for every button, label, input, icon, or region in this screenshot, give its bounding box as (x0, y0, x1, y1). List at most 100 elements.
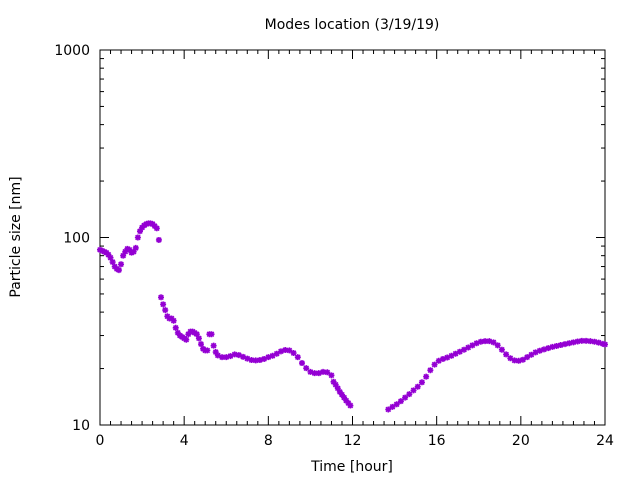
data-point (574, 338, 581, 345)
data-point (545, 345, 552, 352)
x-tick-label: 12 (344, 433, 362, 449)
data-point (338, 391, 345, 398)
data-point (328, 372, 335, 379)
data-point (427, 367, 434, 374)
data-point (347, 402, 354, 409)
data-point (389, 403, 396, 410)
data-point (473, 340, 480, 347)
data-point (294, 354, 301, 361)
data-point (570, 339, 577, 346)
data-point (341, 394, 348, 401)
data-point (174, 329, 181, 336)
data-point (578, 337, 585, 344)
data-point (330, 378, 337, 385)
x-axis: 0 4 8 12 16 20 24 (96, 50, 614, 449)
y-tick-label: 1000 (54, 43, 90, 59)
data-point (332, 381, 339, 388)
data-point (252, 357, 259, 364)
data-point (498, 346, 505, 353)
data-point (524, 354, 531, 361)
data-point (423, 373, 430, 380)
data-point (208, 331, 215, 338)
x-tick-label: 16 (428, 433, 446, 449)
data-point (265, 354, 272, 361)
data-point (212, 349, 219, 356)
x-tick-label: 20 (512, 433, 530, 449)
data-point (397, 398, 404, 405)
data-point (583, 337, 590, 344)
data-point (490, 339, 497, 346)
data-point (299, 360, 305, 367)
data-point (195, 335, 202, 342)
y-tick-label: 10 (72, 418, 90, 434)
y-axis-label: Particle size [nm] (8, 176, 24, 297)
data-point (277, 348, 284, 355)
data-point (418, 379, 425, 386)
y-axis: 10 100 1000 (54, 43, 605, 434)
data-point (469, 342, 476, 349)
data-point (482, 338, 489, 345)
data-point (235, 352, 242, 359)
data-point (402, 394, 409, 401)
data-point (511, 357, 518, 364)
data-point (540, 346, 547, 353)
data-point (503, 351, 510, 358)
data-point (448, 352, 455, 359)
data-point (315, 370, 322, 377)
data-point (587, 338, 594, 345)
x-tick-label: 4 (180, 433, 189, 449)
data-point (444, 354, 451, 361)
data-point (562, 341, 569, 348)
data-point (494, 342, 501, 349)
data-point (130, 248, 137, 255)
data-points (97, 220, 608, 413)
data-point (132, 244, 139, 251)
data-point (532, 349, 539, 356)
data-point (549, 343, 556, 350)
data-point (136, 228, 143, 235)
data-point (183, 336, 190, 343)
data-point (107, 254, 114, 261)
data-point (210, 342, 217, 349)
data-point (170, 317, 177, 324)
data-point (303, 365, 310, 372)
data-point (115, 267, 122, 274)
data-point (244, 355, 251, 362)
data-point (307, 368, 314, 375)
data-point (519, 356, 526, 363)
data-point (214, 352, 221, 359)
data-point (204, 347, 211, 354)
y-tick-label: 100 (63, 231, 90, 247)
data-point (456, 348, 463, 355)
data-point (105, 251, 112, 258)
data-point (602, 341, 608, 348)
data-point (406, 391, 413, 398)
data-point (219, 354, 226, 361)
x-tick-label: 0 (96, 433, 105, 449)
data-point (486, 338, 493, 345)
data-point (452, 350, 459, 357)
plot-frame (99, 49, 606, 426)
x-tick-label: 24 (596, 433, 614, 449)
data-point (336, 388, 343, 395)
data-point (320, 368, 327, 375)
data-point (324, 369, 331, 376)
data-point (172, 324, 179, 331)
data-point (273, 350, 280, 357)
data-point (290, 350, 297, 357)
data-point (461, 346, 468, 353)
data-point (134, 234, 141, 241)
data-point (393, 401, 400, 408)
data-point (435, 357, 442, 364)
data-point (126, 246, 133, 253)
data-point (311, 370, 318, 377)
data-point (162, 307, 169, 314)
data-point (507, 355, 514, 362)
data-point (198, 341, 204, 348)
data-point (124, 245, 131, 252)
data-point (153, 225, 160, 232)
data-point (109, 259, 116, 266)
data-point (414, 383, 421, 390)
data-point (193, 331, 200, 338)
data-point (557, 342, 564, 349)
